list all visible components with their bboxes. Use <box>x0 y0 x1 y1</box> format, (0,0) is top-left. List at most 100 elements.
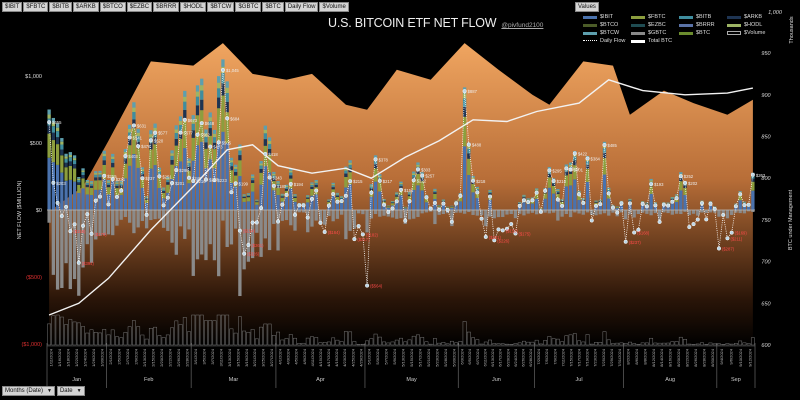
inflow-bar-segment <box>238 150 242 156</box>
daily-flow-point <box>233 181 238 186</box>
gbtc-outflow-bar <box>348 210 352 231</box>
gbtc-outflow-bar <box>284 210 289 221</box>
legend-item[interactable]: $BTCW <box>583 30 619 36</box>
inflow-bar-segment <box>136 136 140 142</box>
x-axis-date-label: 4/17/2024 <box>326 348 331 367</box>
legend-item[interactable]: Total BTC <box>631 38 672 44</box>
legend-item[interactable]: $FBTC <box>631 14 665 20</box>
x-axis-date-label: 5/21/2024 <box>426 348 431 367</box>
inflow-bar-segment <box>77 192 81 210</box>
x-axis-date-label: 1/26/2024 <box>91 348 96 367</box>
daily-flow-point <box>695 217 700 222</box>
inflow-bar-segment <box>306 195 310 197</box>
legend-item[interactable]: $BTC <box>679 30 710 36</box>
month-label: Feb <box>144 377 153 383</box>
inflow-bar-segment <box>136 167 140 210</box>
inflow-bar-segment <box>551 193 556 210</box>
inflow-bar-segment <box>229 160 234 163</box>
filter-button-ezbc[interactable]: $EZBC <box>126 2 153 12</box>
inflow-bar-segment <box>47 114 51 119</box>
daily-flow-point <box>708 201 713 206</box>
inflow-bar-segment <box>420 178 424 182</box>
legend-item[interactable]: $BRRR <box>679 22 715 28</box>
daily-flow-point <box>428 206 433 211</box>
inflow-bar-segment <box>60 149 64 156</box>
legend-swatch-icon <box>679 23 693 27</box>
filter-button-btc[interactable]: $BTC <box>262 2 284 12</box>
inflow-bar-segment <box>416 162 420 165</box>
author-handle-link[interactable]: @pivfund2100 <box>501 22 544 29</box>
inflow-bar-segment <box>306 198 310 203</box>
months-dropdown[interactable]: Months (Date) ▼ <box>2 386 55 396</box>
legend-item[interactable]: $BITB <box>679 14 711 20</box>
gbtc-outflow-bar <box>68 210 72 290</box>
gbtc-outflow-bar <box>217 210 221 277</box>
legend-item[interactable]: $HODL <box>727 22 762 28</box>
inflow-bar-segment <box>556 192 560 195</box>
gbtc-outflow-bar <box>518 210 522 214</box>
legend-item[interactable]: $EZBC <box>631 22 666 28</box>
x-axis-date-label: 9/10/2024 <box>738 348 743 367</box>
legend-item[interactable]: $ARKB <box>727 14 762 20</box>
daily-flow-point <box>89 231 94 236</box>
legend-item[interactable]: $Volume <box>727 30 765 36</box>
inflow-bar-segment <box>106 179 111 182</box>
filter-button-hodl[interactable]: $HODL <box>180 2 207 12</box>
daily-flow-data-label: ($326) <box>247 252 260 257</box>
daily-flow-point <box>475 190 480 195</box>
inflow-bar-segment <box>195 145 200 210</box>
daily-flow-point <box>610 205 616 210</box>
filter-button-brrr[interactable]: $BRRR <box>153 2 180 12</box>
filter-button-btco[interactable]: $BTCO <box>99 2 126 12</box>
filter-button-gbtc[interactable]: $GBTC <box>235 2 262 12</box>
gbtc-outflow-bar <box>437 210 441 215</box>
inflow-bar-segment <box>183 90 187 97</box>
inflow-bar-segment <box>225 87 229 93</box>
inflow-bar-segment <box>191 160 195 210</box>
legend-item[interactable]: $BTCO <box>583 22 618 28</box>
legend-swatch-icon <box>583 39 597 43</box>
date-dropdown[interactable]: Date ▼ <box>56 386 85 396</box>
filter-button-arkb[interactable]: $ARKB <box>73 2 99 12</box>
inflow-bar-segment <box>64 180 68 210</box>
gbtc-outflow-bar <box>369 210 373 219</box>
values-button[interactable]: Values <box>575 2 599 12</box>
inflow-bar-segment <box>111 158 115 163</box>
filter-button-bitb[interactable]: $BITB <box>49 2 73 12</box>
inflow-bar-segment <box>55 144 60 165</box>
gbtc-outflow-bar <box>293 210 297 231</box>
inflow-bar-segment <box>259 165 263 169</box>
inflow-bar-segment <box>327 200 331 202</box>
inflow-bar-segment <box>246 201 251 210</box>
inflow-bar-segment <box>280 193 284 195</box>
gbtc-outflow-bar <box>212 210 217 261</box>
filter-button-fbtc[interactable]: $FBTC <box>23 2 49 12</box>
filter-button-ibit[interactable]: $IBIT <box>2 2 23 12</box>
filter-button-dailyflow[interactable]: Daily Flow <box>284 2 319 12</box>
filter-button-btcw[interactable]: $BTCW <box>207 2 235 12</box>
gbtc-outflow-bar <box>238 210 242 297</box>
inflow-bar-segment <box>212 133 217 138</box>
gbtc-outflow-bar <box>424 210 429 213</box>
inflow-bar-segment <box>157 169 162 172</box>
inflow-bar-segment <box>280 194 284 196</box>
legend-item[interactable]: $IBIT <box>583 14 613 20</box>
x-axis-date-label: 3/25/2024 <box>261 348 266 367</box>
x-axis-date-label: 2/22/2024 <box>167 348 172 367</box>
legend-item[interactable]: Daily Flow <box>583 38 625 44</box>
inflow-bar-segment <box>331 185 335 188</box>
inflow-bar-segment <box>238 144 242 148</box>
gbtc-outflow-bar <box>276 210 280 251</box>
daily-flow-point <box>271 183 276 188</box>
gbtc-outflow-bar <box>191 210 195 276</box>
inflow-bar-segment <box>153 127 157 132</box>
daily-flow-point <box>606 191 611 196</box>
filter-button-volume[interactable]: $Volume <box>319 2 349 12</box>
gbtc-outflow-bar <box>323 210 327 225</box>
inflow-bar-segment <box>55 164 60 210</box>
inflow-bar-segment <box>212 142 217 150</box>
inflow-bar-segment <box>403 208 407 210</box>
inflow-bar-segment <box>102 160 106 165</box>
legend-item[interactable]: $GBTC <box>631 30 666 36</box>
inflow-bar-segment <box>289 175 293 179</box>
